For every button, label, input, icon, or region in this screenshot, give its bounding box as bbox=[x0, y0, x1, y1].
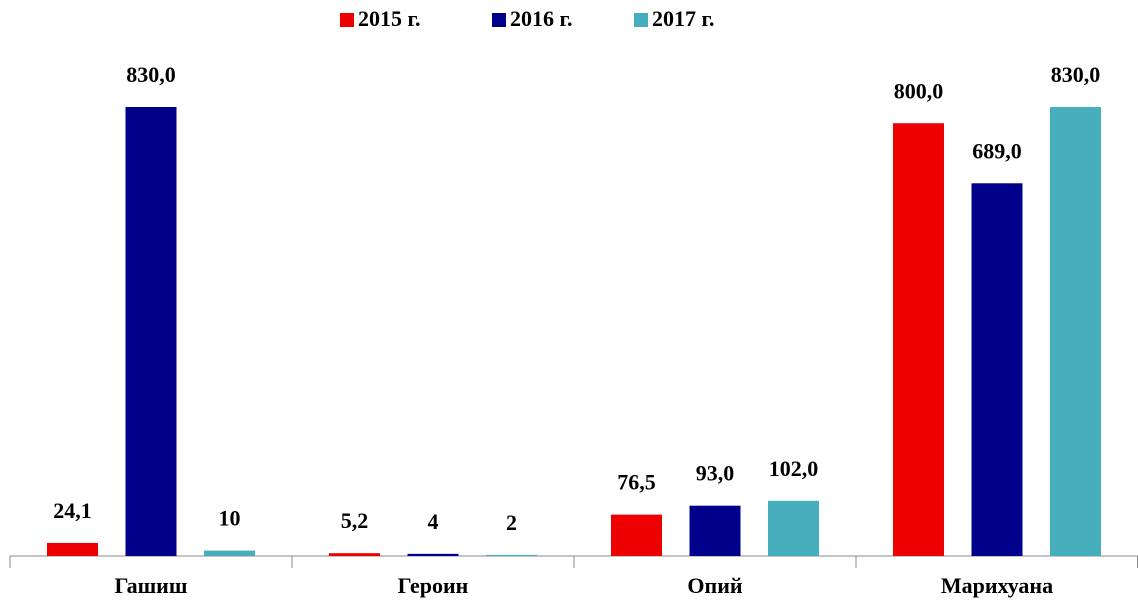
bar bbox=[768, 500, 819, 556]
data-label: 830,0 bbox=[1051, 62, 1101, 87]
bar bbox=[47, 542, 98, 556]
bar bbox=[204, 550, 255, 556]
legend-label: 2016 г. bbox=[510, 6, 573, 31]
x-tick-label: Марихуана bbox=[941, 573, 1053, 598]
data-label: 102,0 bbox=[769, 456, 819, 481]
x-tick-label: Опий bbox=[687, 573, 742, 598]
data-label: 689,0 bbox=[972, 138, 1022, 163]
legend-label: 2017 г. bbox=[652, 6, 715, 31]
legend-swatch bbox=[492, 13, 506, 27]
bar bbox=[971, 183, 1023, 556]
data-label: 830,0 bbox=[126, 62, 176, 87]
bar bbox=[611, 514, 662, 556]
bar bbox=[689, 505, 741, 556]
bar bbox=[329, 553, 380, 556]
legend-swatch bbox=[634, 13, 648, 27]
bar bbox=[1050, 107, 1101, 556]
legend-label: 2015 г. bbox=[358, 6, 421, 31]
data-label: 10 bbox=[219, 506, 241, 531]
data-label: 76,5 bbox=[617, 470, 656, 495]
data-label: 4 bbox=[428, 509, 439, 534]
bar bbox=[486, 554, 537, 556]
x-tick-label: Героин bbox=[398, 573, 469, 598]
data-label: 2 bbox=[506, 510, 517, 535]
data-label: 24,1 bbox=[53, 498, 92, 523]
data-label: 93,0 bbox=[696, 461, 735, 486]
bar bbox=[407, 553, 459, 556]
data-label: 5,2 bbox=[341, 508, 369, 533]
legend-swatch bbox=[340, 13, 354, 27]
bar bbox=[893, 123, 944, 556]
x-tick-label: Гашиш bbox=[115, 573, 188, 598]
data-label: 800,0 bbox=[894, 78, 944, 103]
bar bbox=[125, 107, 177, 556]
